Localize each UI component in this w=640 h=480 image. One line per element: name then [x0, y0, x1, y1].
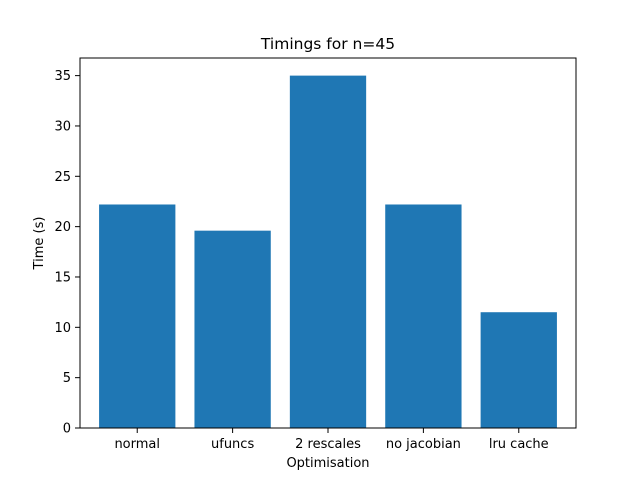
- y-axis-ticks: 0 5 10 15 20 25 30 35: [54, 69, 80, 437]
- bar-lru-cache: [480, 312, 557, 428]
- bars-group: [99, 75, 557, 428]
- y-tick-label: 30: [54, 119, 71, 134]
- x-tick-label: 2 rescales: [295, 437, 361, 452]
- y-axis-label: Time (s): [32, 217, 47, 271]
- plot-frame: [79, 57, 577, 429]
- x-tick-label: normal: [114, 437, 160, 452]
- x-tick-label: no jacobian: [386, 437, 461, 452]
- bar-no-jacobian: [385, 204, 462, 428]
- chart-title: Timings for n=45: [260, 35, 395, 53]
- bar-normal: [99, 204, 176, 428]
- y-tick-label: 5: [63, 371, 71, 386]
- y-tick-label: 20: [54, 220, 71, 235]
- bar-2-rescales: [289, 75, 367, 428]
- x-axis-ticks: normal ufuncs 2 rescales no jacobian lru cac…: [114, 428, 549, 452]
- y-tick-label: 15: [54, 270, 71, 285]
- y-tick-label: 25: [54, 170, 71, 185]
- bar-ufuncs: [194, 230, 271, 428]
- x-axis-label: Optimisation: [286, 456, 369, 471]
- y-tick-label: 35: [54, 69, 71, 84]
- y-tick-label: 10: [54, 321, 71, 336]
- x-tick-label: lru cache: [489, 437, 549, 452]
- y-tick-label: 0: [63, 422, 71, 437]
- x-tick-label: ufuncs: [211, 437, 254, 452]
